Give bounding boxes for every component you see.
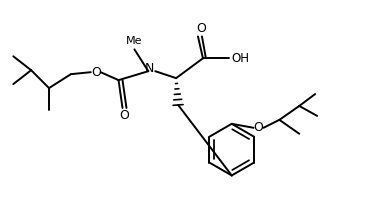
Text: O: O bbox=[120, 109, 130, 122]
Text: O: O bbox=[196, 22, 206, 35]
Text: Me: Me bbox=[126, 36, 143, 46]
Text: O: O bbox=[91, 66, 100, 79]
Text: N: N bbox=[145, 62, 154, 75]
Text: OH: OH bbox=[232, 52, 249, 65]
Text: O: O bbox=[254, 121, 263, 134]
